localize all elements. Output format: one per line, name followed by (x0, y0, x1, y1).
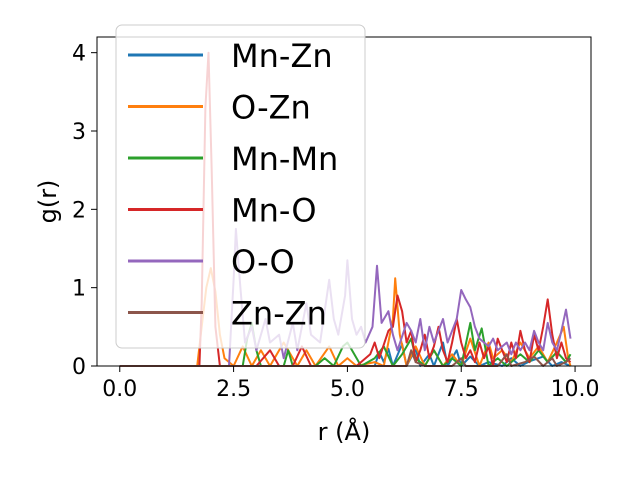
x-tick-label: 0.0 (102, 377, 137, 402)
y-tick-label: 1 (72, 277, 86, 302)
series-line-mn-o (119, 51, 572, 367)
legend-label-zn-zn: Zn-Zn (231, 295, 327, 333)
y-axis-label: g(r) (34, 180, 62, 224)
y-tick-label: 2 (72, 198, 86, 223)
legend-label-mn-o: Mn-O (231, 192, 317, 230)
x-tick-label: 10.0 (551, 377, 600, 402)
series-line-o-o (119, 227, 572, 367)
series-line-zn-zn (119, 349, 572, 367)
series-line-mn-mn (119, 321, 572, 367)
x-tick-label: 5.0 (330, 377, 365, 402)
x-tick-label: 2.5 (216, 377, 251, 402)
y-tick-label: 3 (72, 120, 86, 145)
legend-label-mn-mn: Mn-Mn (231, 140, 338, 178)
x-axis-label: r (Å) (318, 417, 371, 446)
x-tick-label: 7.5 (444, 377, 479, 402)
x-axis-ticks: 0.0 2.5 5.0 7.5 10.0 (102, 366, 600, 402)
legend: Mn-Zn O-Zn Mn-Mn Mn-O O-O Zn-Zn (115, 24, 366, 349)
y-axis-ticks: 0 1 2 3 4 (72, 42, 97, 380)
y-tick-label: 0 (72, 355, 86, 380)
legend-label-o-o: O-O (231, 243, 295, 281)
y-tick-label: 4 (72, 42, 86, 67)
series-layer (119, 51, 572, 367)
legend-label-mn-zn: Mn-Zn (231, 37, 333, 75)
legend-label-o-zn: O-Zn (231, 89, 311, 127)
